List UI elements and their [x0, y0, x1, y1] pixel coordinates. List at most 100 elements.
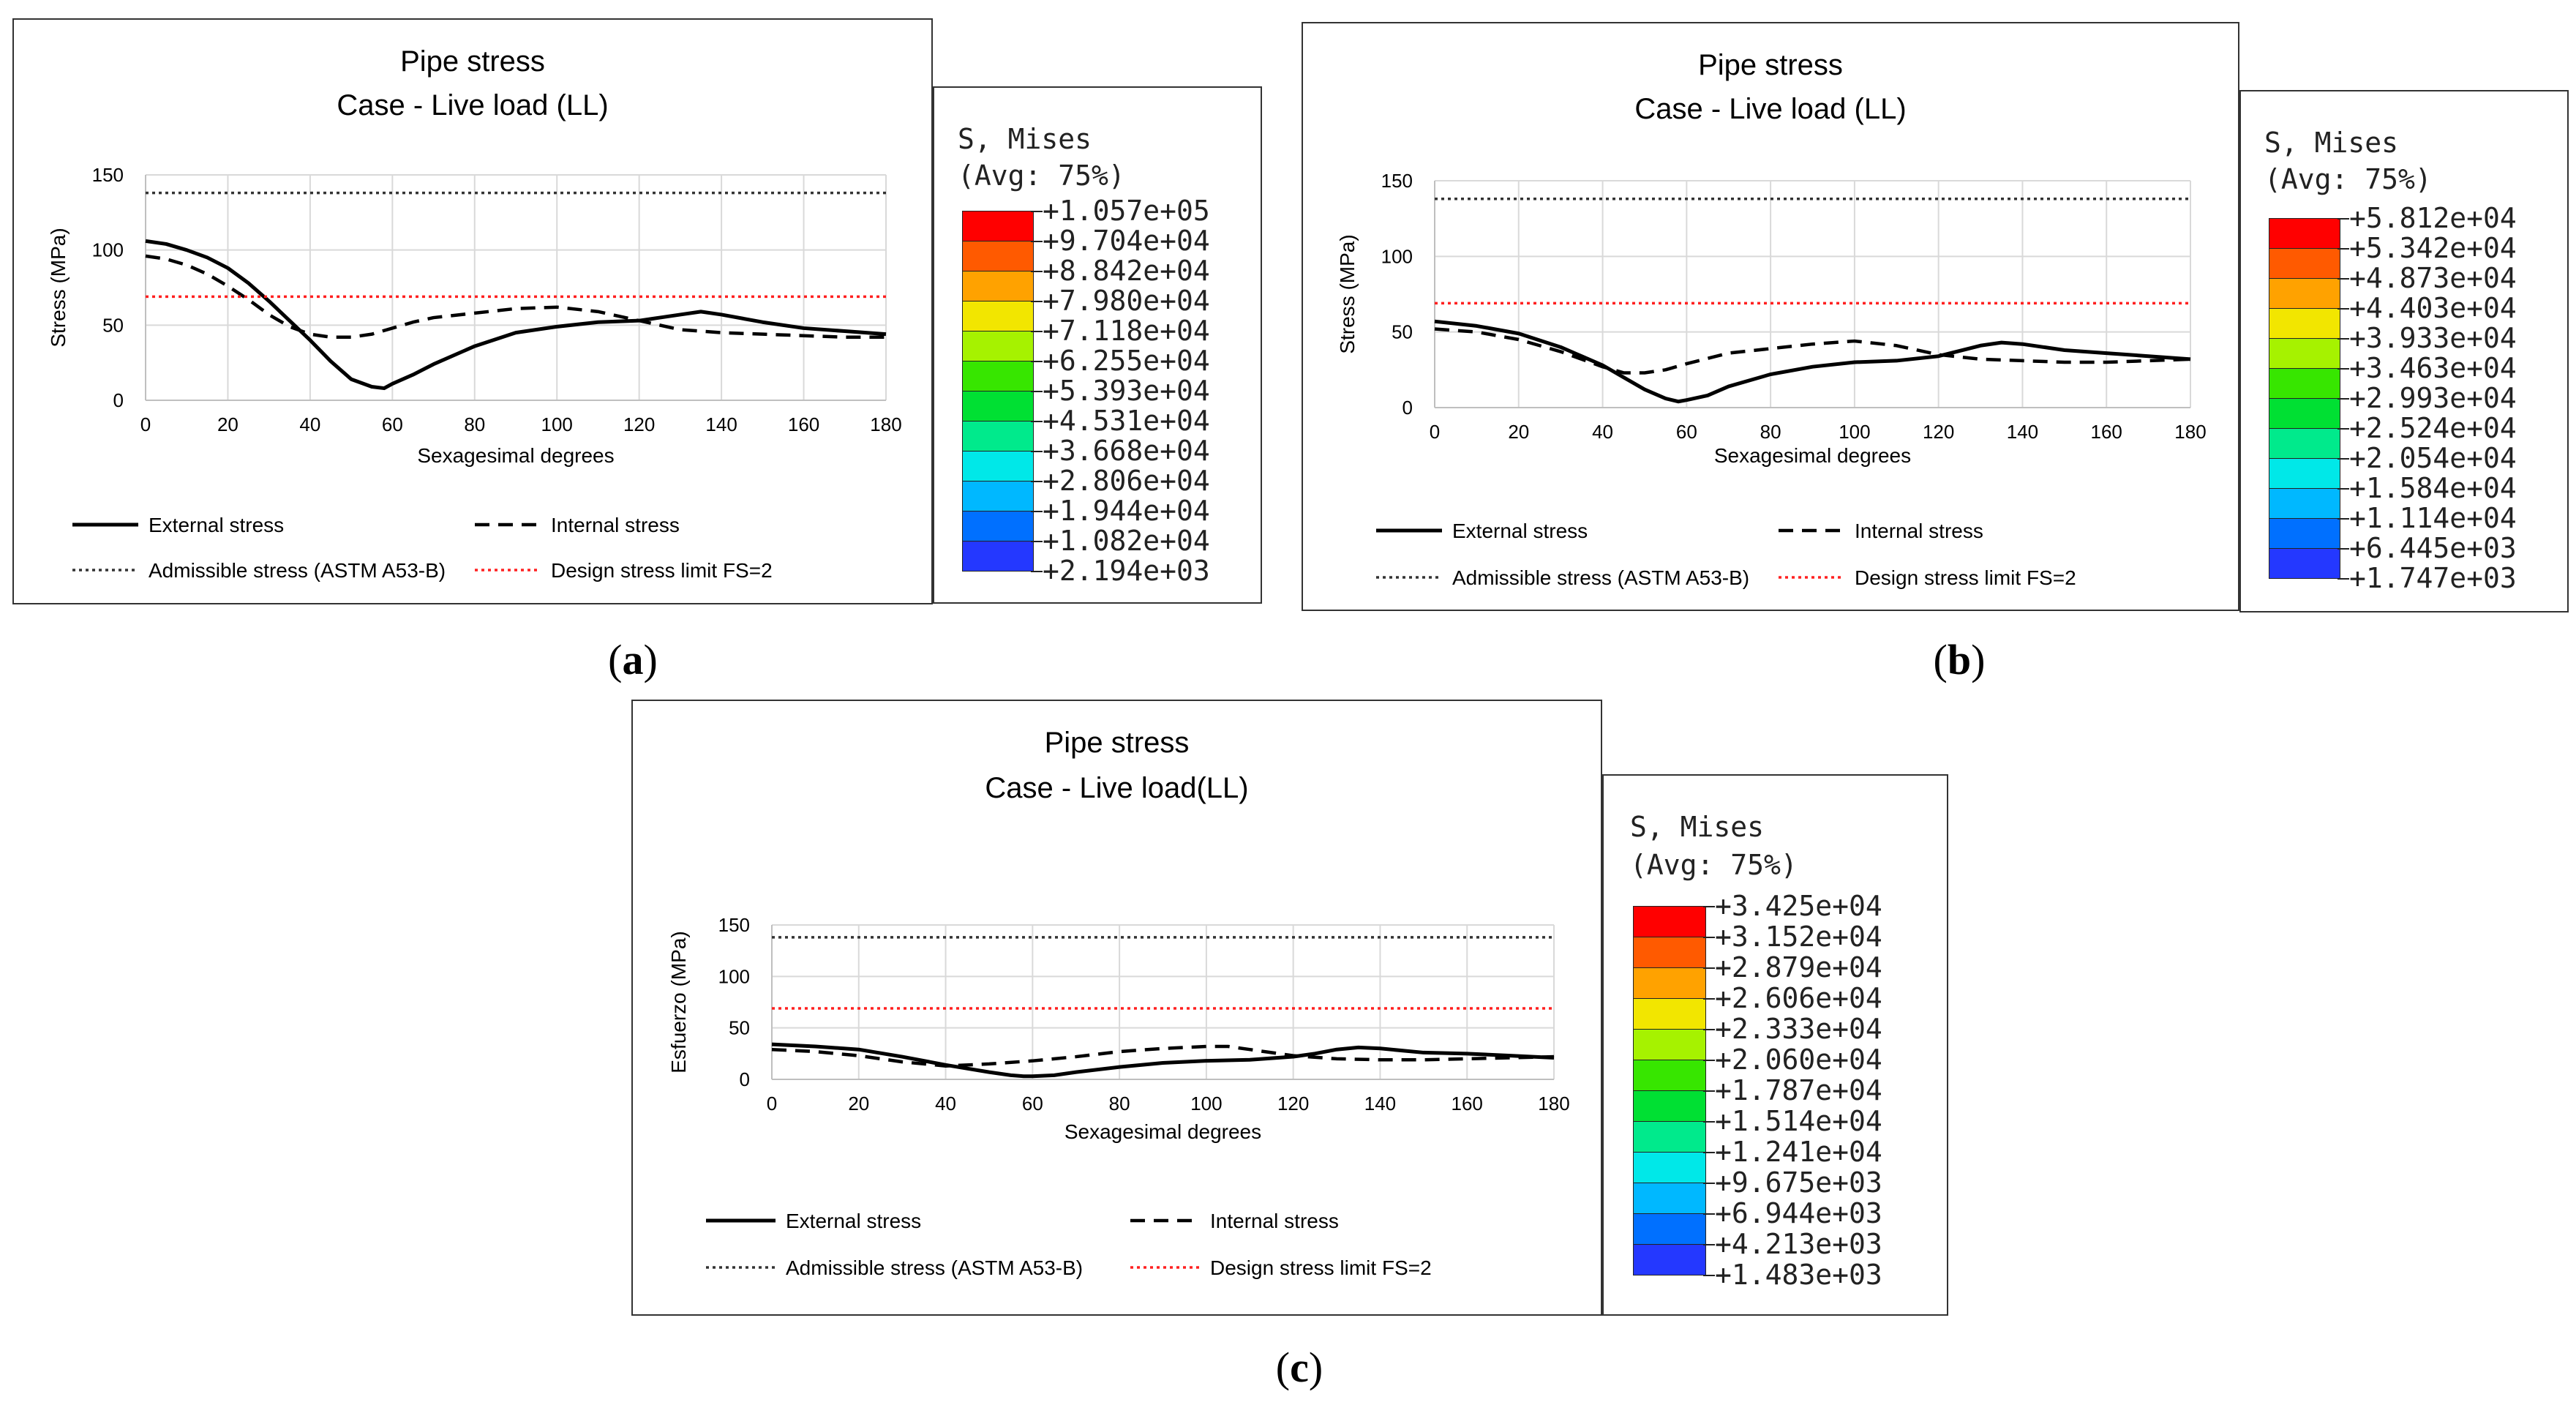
colorbar-swatch [962, 211, 1034, 241]
legend-title-line2: (Avg: 75%) [1630, 849, 1798, 881]
colorbar-value-label: +7.118e+04 [1043, 315, 1210, 347]
colorbar-tick [2337, 458, 2349, 460]
y-tick-label: 150 [1381, 170, 1413, 192]
x-tick-label: 80 [1109, 1093, 1130, 1114]
colorbar-tick [1703, 1090, 1715, 1092]
colorbar-tick [1031, 361, 1043, 362]
x-tick-label: 100 [1190, 1093, 1222, 1114]
legend-label: External stress [149, 514, 284, 536]
y-tick-label: 100 [1381, 245, 1413, 267]
colorbar-tick [1031, 571, 1043, 572]
x-tick-label: 160 [1452, 1093, 1483, 1114]
x-tick-label: 140 [1364, 1093, 1396, 1114]
colorbar-value-label: +1.082e+04 [1043, 525, 1210, 557]
colorbar-swatch [1633, 1152, 1706, 1183]
legend-label: External stress [1452, 520, 1588, 542]
colorbar-swatch [962, 451, 1034, 482]
legend-label: Admissible stress (ASTM A53-B) [786, 1256, 1083, 1279]
colorbar-value-label: +4.531e+04 [1043, 405, 1210, 437]
legend-title-line2: (Avg: 75%) [2264, 163, 2432, 195]
panel-caption-a: (a) [608, 636, 658, 683]
colorbar-tick [2337, 278, 2349, 280]
colorbar-value-label: +4.873e+04 [2349, 262, 2517, 294]
colorbar-tick [1031, 451, 1043, 452]
x-tick-label: 80 [1760, 421, 1781, 443]
colorbar-tick [1703, 1275, 1715, 1276]
colorbar-swatch [2269, 398, 2340, 429]
colorbar-swatch [962, 241, 1034, 271]
chart-title-line2: Case - Live load (LL) [1634, 93, 1907, 125]
colorbar-tick [1703, 998, 1715, 1000]
x-tick-label: 40 [1592, 421, 1613, 443]
x-tick-label: 40 [935, 1093, 956, 1114]
colorbar-swatch [1633, 967, 1706, 999]
colorbar-value-label: +2.194e+03 [1043, 555, 1210, 587]
colorbar-value-label: +9.675e+03 [1715, 1166, 1882, 1199]
legend-label: Design stress limit FS=2 [1210, 1256, 1432, 1279]
x-axis-label: Sexagesimal degrees [1064, 1120, 1261, 1143]
x-tick-label: 20 [848, 1093, 869, 1114]
colorbar-value-label: +2.054e+04 [2349, 442, 2517, 474]
y-tick-label: 50 [1392, 321, 1413, 343]
plot-area: 0 20 40 60 80 100 120 140 160 180 0 50 100 150 Sexages… [667, 914, 1570, 1279]
x-tick-label: 0 [767, 1093, 777, 1114]
y-tick-label: 150 [92, 164, 124, 186]
colorbar-value-label: +4.403e+04 [2349, 292, 2517, 324]
series-external-stress [771, 1042, 1555, 1079]
colorbar-swatch [1633, 1060, 1706, 1091]
x-axis-label: Sexagesimal degrees [417, 444, 614, 467]
colorbar-swatch [962, 391, 1034, 422]
colorbar-swatch [1633, 1090, 1706, 1122]
colorbar-swatch [962, 361, 1034, 391]
colorbar-tick [1031, 301, 1043, 302]
series-external-stress [1434, 319, 2191, 404]
colorbar-tick [1703, 1183, 1715, 1184]
legend-label: Admissible stress (ASTM A53-B) [149, 559, 446, 582]
series-internal-stress [1434, 327, 2191, 375]
colorbar-tick [1703, 1244, 1715, 1245]
panel-caption-b: (b) [1933, 636, 1986, 683]
colorbar-value-label: +1.241e+04 [1715, 1136, 1882, 1168]
x-tick-label: 120 [623, 413, 655, 435]
series-external-stress [145, 239, 887, 391]
chart-title-line2: Case - Live load(LL) [985, 772, 1249, 804]
colorbar-tick [2337, 338, 2349, 340]
colorbar-tick [1703, 906, 1715, 907]
y-axis-label: Stress (MPa) [1336, 234, 1359, 353]
colorbar-value-label: +1.483e+03 [1715, 1259, 1882, 1291]
colorbar-swatch [2269, 488, 2340, 519]
colorbar-swatch [2269, 548, 2340, 579]
colorbar-value-label: +3.668e+04 [1043, 435, 1210, 467]
colorbar-value-label: +2.879e+04 [1715, 951, 1882, 984]
colorbar-tick [1031, 511, 1043, 512]
colorbar-tick [1703, 1029, 1715, 1030]
colorbar-value-label: +1.114e+04 [2349, 502, 2517, 534]
y-tick-label: 150 [718, 914, 750, 936]
colorbar-value-label: +1.944e+04 [1043, 495, 1210, 527]
colorbar-value-label: +2.333e+04 [1715, 1013, 1882, 1045]
colorbar-swatch [962, 421, 1034, 452]
colorbar-value-label: +6.445e+03 [2349, 532, 2517, 564]
x-tick-label: 60 [1676, 421, 1697, 443]
colorbar-tick [2337, 248, 2349, 250]
panel-caption-c: (c) [1275, 1344, 1323, 1391]
colorbar-swatch [2269, 248, 2340, 279]
y-tick-label: 0 [113, 389, 124, 411]
x-tick-label: 140 [2007, 421, 2038, 443]
y-axis-label: Stress (MPa) [47, 228, 70, 347]
chart-title-line1: Pipe stress [1698, 49, 1843, 81]
x-tick-label: 100 [541, 413, 573, 435]
colorbar-value-label: +6.255e+04 [1043, 345, 1210, 377]
colorbar-swatch [1633, 1213, 1706, 1245]
legend-label: Design stress limit FS=2 [551, 559, 773, 582]
colorbar-tick [1703, 967, 1715, 969]
colorbar-value-label: +5.393e+04 [1043, 375, 1210, 407]
legend-title-line1: S, Mises [958, 123, 1092, 155]
colorbar-swatch [2269, 458, 2340, 489]
colorbar-value-label: +1.747e+03 [2349, 562, 2517, 594]
colorbar-swatch [962, 511, 1034, 542]
colorbar-value-label: +1.787e+04 [1715, 1074, 1882, 1106]
series-internal-stress [145, 254, 886, 340]
x-axis-label: Sexagesimal degrees [1714, 444, 1911, 467]
colorbar-value-label: +2.060e+04 [1715, 1044, 1882, 1076]
